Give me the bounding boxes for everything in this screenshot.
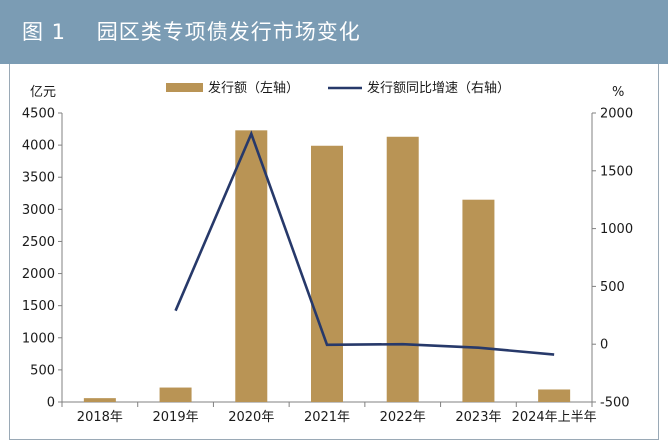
right-tick-label: 1500 [600, 164, 633, 179]
x-tick-label: 2023年 [455, 410, 501, 425]
left-tick-label: 500 [30, 363, 55, 378]
bar-2020年 [235, 130, 268, 402]
figure-header: 图 1 园区类专项债发行市场变化 [0, 0, 668, 64]
x-tick-label: 2019年 [153, 410, 199, 425]
left-tick-label: 1000 [22, 331, 55, 346]
bar-2023年 [462, 199, 495, 402]
x-tick-label: 2021年 [304, 410, 350, 425]
bar-2019年 [159, 387, 192, 402]
right-tick-label: 0 [600, 338, 608, 353]
right-tick-label: 500 [600, 280, 625, 295]
bar-2018年 [83, 398, 116, 402]
left-axis-unit: 亿元 [30, 85, 56, 100]
legend-line-label: 发行额同比增速（右轴） [367, 80, 510, 96]
right-tick-label: -500 [600, 396, 630, 411]
left-tick-label: 3500 [22, 171, 55, 186]
bar-2022年 [386, 136, 419, 403]
bar-2021年 [311, 145, 343, 402]
x-tick-label: 2020年 [228, 410, 274, 425]
x-tick-label: 2018年 [77, 410, 123, 425]
bar-2024年上半年 [538, 389, 571, 402]
left-tick-label: 4000 [22, 139, 55, 154]
legend-bar-swatch [166, 83, 203, 92]
plot-frame [9, 64, 659, 440]
left-tick-label: 4500 [22, 107, 55, 122]
left-tick-label: 1500 [22, 299, 55, 314]
right-tick-label: 1000 [600, 222, 633, 237]
figure-title: 图 1 园区类专项债发行市场变化 [22, 20, 361, 44]
growth-rate-line [174, 130, 555, 356]
legend-bar-label: 发行额（左轴） [208, 80, 299, 96]
left-tick-label: 0 [47, 396, 55, 411]
x-tick-label: 2024年上半年 [512, 410, 597, 425]
left-tick-label: 3000 [22, 203, 55, 218]
left-tick-label: 2500 [22, 235, 55, 250]
right-axis-unit: % [612, 85, 624, 100]
right-tick-label: 2000 [600, 107, 633, 122]
x-tick-label: 2022年 [380, 410, 426, 425]
left-tick-label: 2000 [22, 267, 55, 282]
